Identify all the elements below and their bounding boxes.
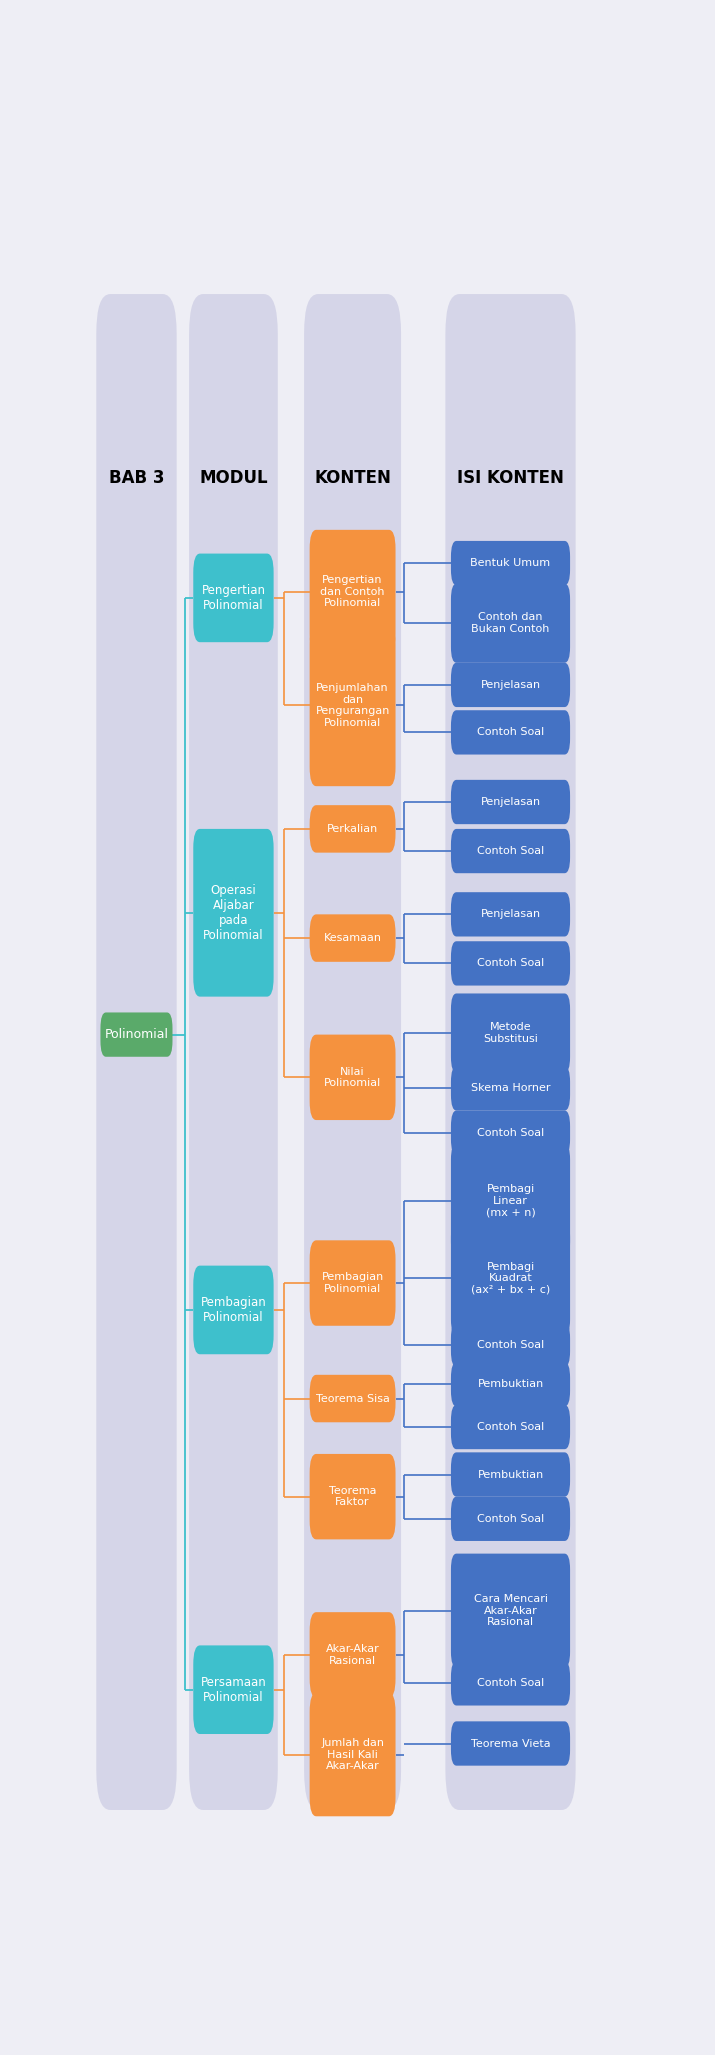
FancyBboxPatch shape [310, 1693, 395, 1817]
FancyBboxPatch shape [310, 1034, 395, 1120]
Text: Teorema Vieta: Teorema Vieta [470, 1739, 551, 1749]
FancyBboxPatch shape [310, 1455, 395, 1539]
FancyBboxPatch shape [310, 530, 395, 653]
FancyBboxPatch shape [451, 1660, 570, 1706]
Text: Perkalian: Perkalian [327, 824, 378, 834]
Text: ISI KONTEN: ISI KONTEN [457, 469, 564, 487]
Text: Operasi
Aljabar
pada
Polinomial: Operasi Aljabar pada Polinomial [203, 884, 264, 941]
Text: Metode
Substitusi: Metode Substitusi [483, 1021, 538, 1044]
FancyBboxPatch shape [451, 1110, 570, 1155]
Text: Pembagi
Kuadrat
(ax² + bx + c): Pembagi Kuadrat (ax² + bx + c) [471, 1262, 550, 1295]
FancyBboxPatch shape [310, 806, 395, 853]
FancyBboxPatch shape [310, 625, 395, 787]
Text: Contoh Soal: Contoh Soal [477, 1422, 544, 1432]
Text: Akar-Akar
Rasional: Akar-Akar Rasional [326, 1644, 380, 1667]
FancyBboxPatch shape [451, 892, 570, 937]
Text: Nilai
Polinomial: Nilai Polinomial [324, 1067, 381, 1089]
Text: Penjelasan: Penjelasan [480, 910, 541, 919]
Text: Contoh Soal: Contoh Soal [477, 1679, 544, 1689]
FancyBboxPatch shape [451, 540, 570, 586]
Text: Contoh dan
Bukan Contoh: Contoh dan Bukan Contoh [471, 612, 550, 635]
FancyBboxPatch shape [451, 779, 570, 824]
Text: Pengertian
dan Contoh
Polinomial: Pengertian dan Contoh Polinomial [320, 575, 385, 608]
Text: Penjumlahan
dan
Pengurangan
Polinomial: Penjumlahan dan Pengurangan Polinomial [315, 682, 390, 727]
FancyBboxPatch shape [451, 1406, 570, 1449]
Text: Polinomial: Polinomial [104, 1028, 169, 1042]
Text: Penjelasan: Penjelasan [480, 680, 541, 690]
Text: Contoh Soal: Contoh Soal [477, 1340, 544, 1350]
Text: KONTEN: KONTEN [314, 469, 391, 487]
FancyBboxPatch shape [451, 1067, 570, 1110]
FancyBboxPatch shape [451, 1554, 570, 1667]
Text: Pengertian
Polinomial: Pengertian Polinomial [202, 584, 265, 612]
Text: Penjelasan: Penjelasan [480, 797, 541, 808]
FancyBboxPatch shape [451, 1496, 570, 1541]
Text: MODUL: MODUL [199, 469, 267, 487]
FancyBboxPatch shape [97, 294, 177, 1810]
FancyBboxPatch shape [451, 664, 570, 707]
Text: Pembagi
Linear
(mx + n): Pembagi Linear (mx + n) [485, 1184, 536, 1217]
Text: Teorema Sisa: Teorema Sisa [315, 1393, 390, 1404]
Text: Teorema
Faktor: Teorema Faktor [329, 1486, 376, 1508]
Text: Contoh Soal: Contoh Soal [477, 847, 544, 857]
FancyBboxPatch shape [193, 1646, 274, 1734]
FancyBboxPatch shape [193, 828, 274, 997]
FancyBboxPatch shape [451, 993, 570, 1073]
FancyBboxPatch shape [310, 914, 395, 962]
Text: Pembuktian: Pembuktian [478, 1469, 543, 1480]
Text: Pembuktian: Pembuktian [478, 1379, 543, 1389]
FancyBboxPatch shape [451, 1323, 570, 1367]
Text: Jumlah dan
Hasil Kali
Akar-Akar: Jumlah dan Hasil Kali Akar-Akar [321, 1739, 384, 1771]
FancyBboxPatch shape [193, 1266, 274, 1354]
Text: Cara Mencari
Akar-Akar
Rasional: Cara Mencari Akar-Akar Rasional [473, 1595, 548, 1628]
Text: Contoh Soal: Contoh Soal [477, 1128, 544, 1138]
FancyBboxPatch shape [451, 711, 570, 754]
FancyBboxPatch shape [445, 294, 576, 1810]
Text: Persamaan
Polinomial: Persamaan Polinomial [201, 1675, 266, 1704]
FancyBboxPatch shape [310, 1241, 395, 1325]
FancyBboxPatch shape [310, 1375, 395, 1422]
FancyBboxPatch shape [451, 828, 570, 873]
FancyBboxPatch shape [451, 1221, 570, 1336]
Text: Pembagian
Polinomial: Pembagian Polinomial [201, 1297, 266, 1323]
FancyBboxPatch shape [193, 553, 274, 641]
Text: Kesamaan: Kesamaan [324, 933, 382, 943]
Text: BAB 3: BAB 3 [109, 469, 164, 487]
FancyBboxPatch shape [451, 1362, 570, 1406]
Text: Contoh Soal: Contoh Soal [477, 727, 544, 738]
FancyBboxPatch shape [189, 294, 277, 1810]
FancyBboxPatch shape [304, 294, 401, 1810]
Text: Skema Horner: Skema Horner [470, 1083, 551, 1093]
Text: Contoh Soal: Contoh Soal [477, 1515, 544, 1525]
Text: Pembagian
Polinomial: Pembagian Polinomial [322, 1272, 384, 1295]
FancyBboxPatch shape [451, 1722, 570, 1765]
FancyBboxPatch shape [451, 584, 570, 664]
FancyBboxPatch shape [100, 1013, 172, 1056]
FancyBboxPatch shape [451, 1453, 570, 1496]
Text: Bentuk Umum: Bentuk Umum [470, 559, 551, 567]
FancyBboxPatch shape [451, 1145, 570, 1258]
FancyBboxPatch shape [310, 1613, 395, 1697]
FancyBboxPatch shape [451, 941, 570, 986]
Text: Contoh Soal: Contoh Soal [477, 958, 544, 968]
